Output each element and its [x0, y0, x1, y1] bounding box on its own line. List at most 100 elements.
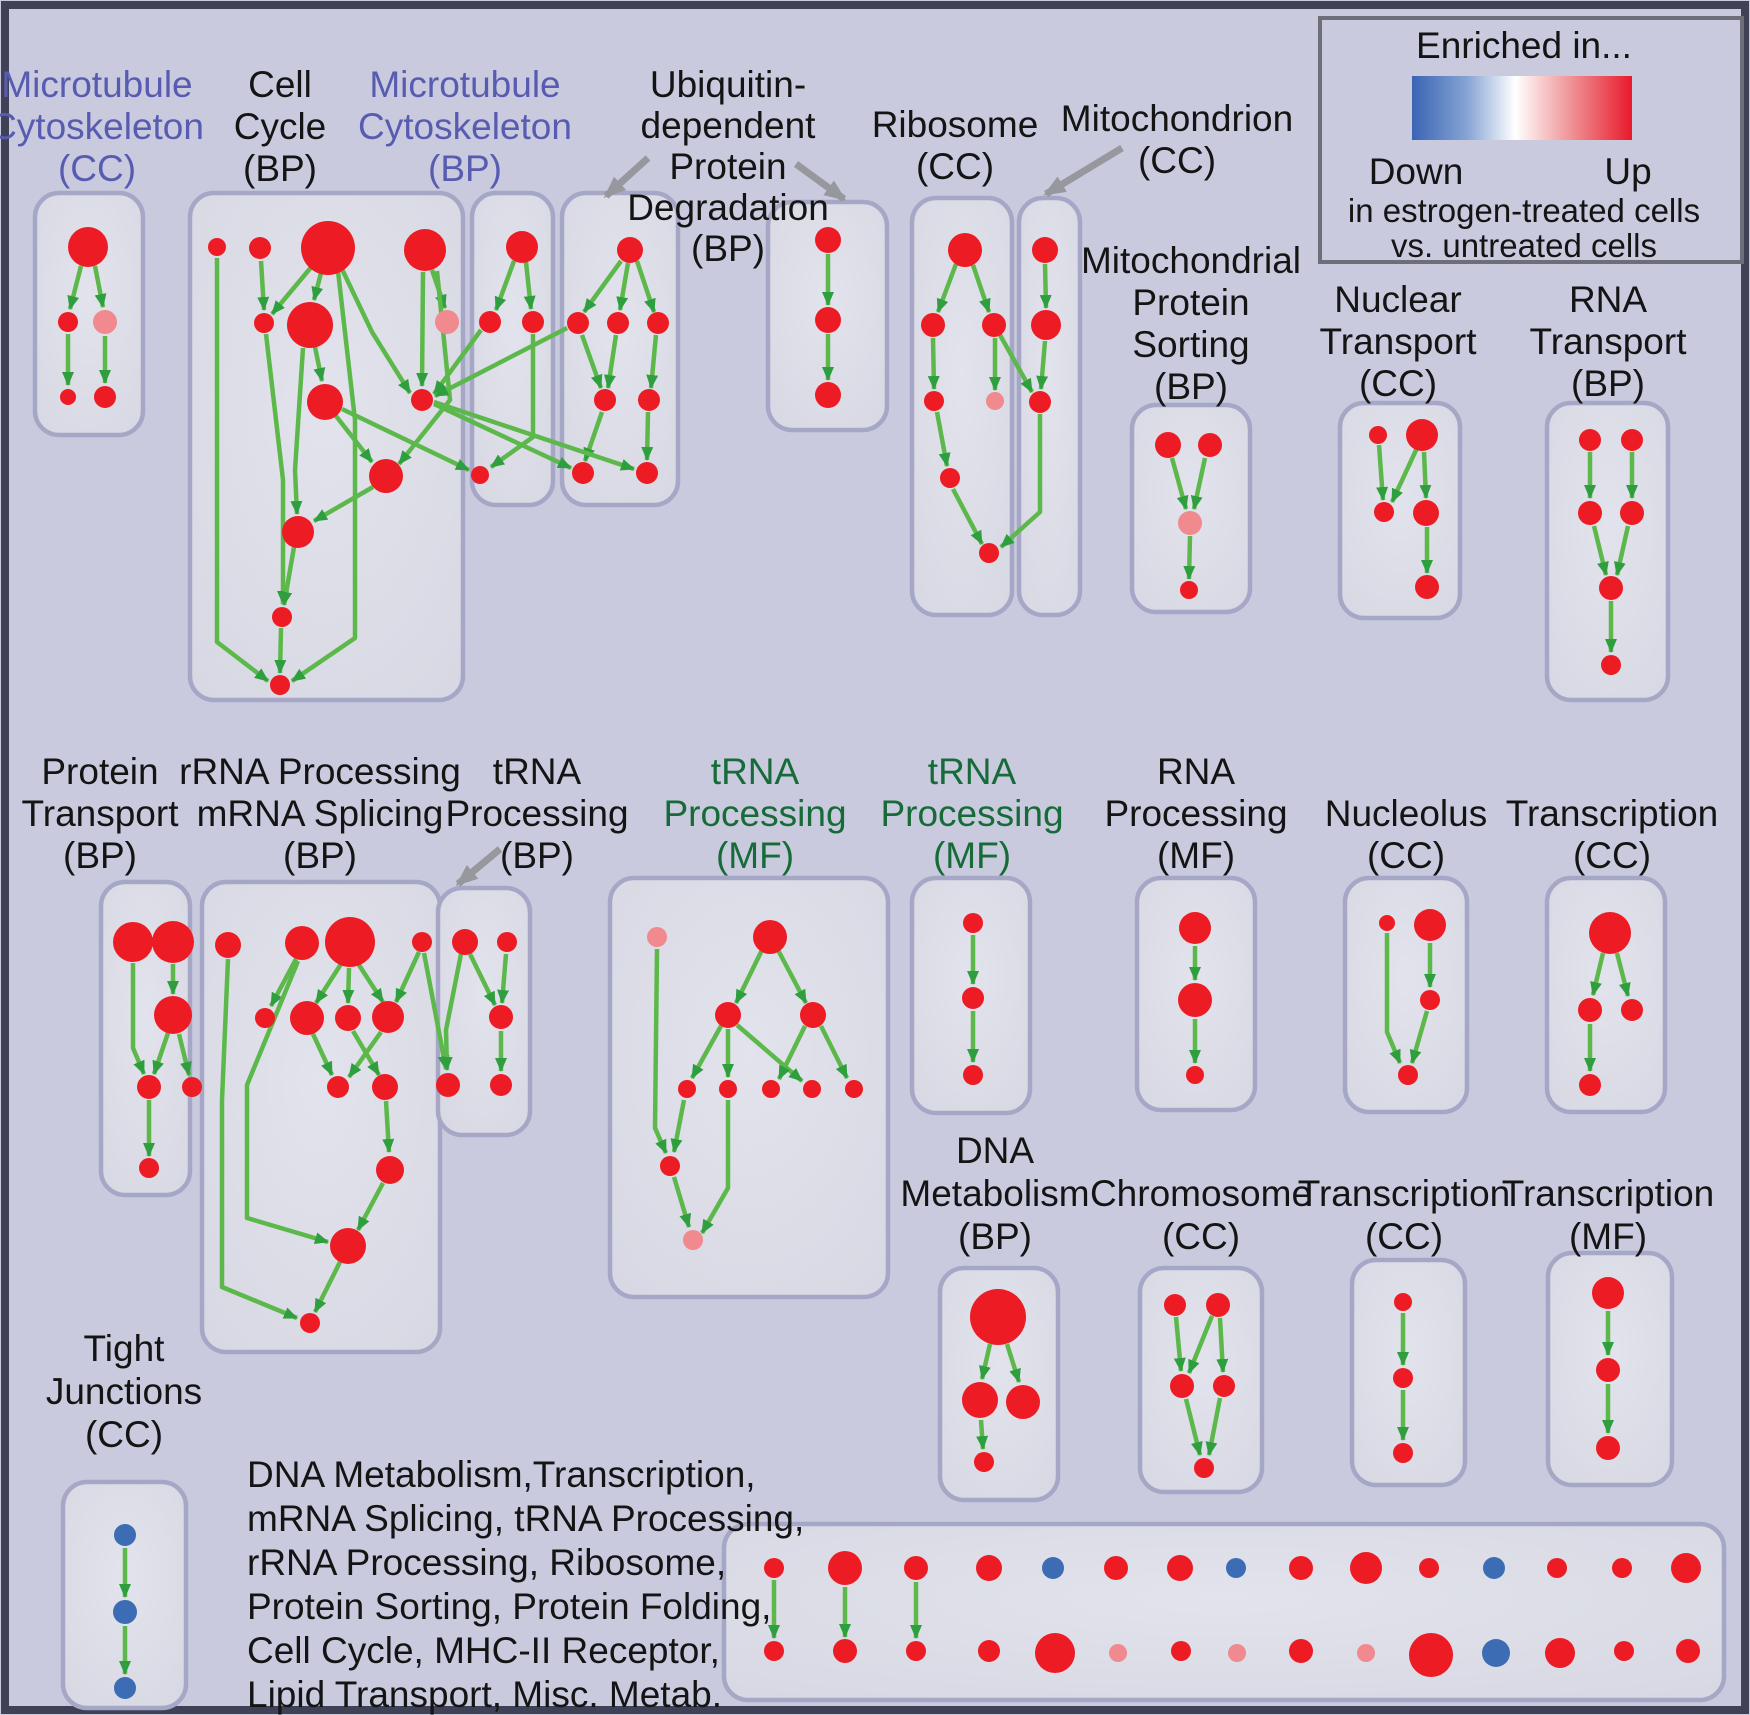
cluster-label-dna-metabolism-bp: DNA Metabolism (BP): [900, 1130, 1089, 1257]
go-term-node-red: [1596, 1436, 1620, 1460]
edge-arrow: [582, 259, 623, 314]
go-term-node-red: [282, 516, 314, 548]
go-term-node-red: [301, 221, 355, 275]
edge-arrow: [341, 406, 470, 473]
edge-arrow: [1173, 1316, 1186, 1372]
go-term-node-red: [1170, 1374, 1194, 1398]
edge-arrow: [776, 948, 808, 1005]
go-term-node-red: [307, 384, 343, 420]
edge-arrow: [733, 949, 765, 1004]
edge-arrow: [312, 485, 375, 523]
go-term-node-red: [1289, 1556, 1313, 1580]
edge-arrow: [776, 1025, 808, 1080]
cluster-label-rrna-processing-mrna-splicing-bp: rRNA Processing mRNA Splicing (BP): [179, 751, 461, 876]
go-term-node-red: [962, 987, 984, 1009]
go-term-node-red: [452, 929, 478, 955]
edge-arrow: [970, 264, 992, 313]
go-term-node-red: [272, 607, 292, 627]
legend-box: [1318, 16, 1744, 264]
cluster-label-line: (CC): [916, 146, 994, 187]
go-term-node-red: [660, 1156, 680, 1176]
go-term-node-red: [921, 313, 945, 337]
cluster-label-line: Transcription: [1298, 1173, 1510, 1214]
go-term-node-red: [1676, 1639, 1700, 1663]
go-term-node-red: [1186, 1066, 1204, 1084]
cluster-label-line: mRNA Splicing: [197, 793, 444, 834]
cluster-label-line: (BP): [243, 148, 317, 189]
go-term-node-red: [182, 1077, 202, 1097]
go-term-node-red: [828, 1551, 862, 1585]
go-term-node-red: [764, 1641, 784, 1661]
cluster-label-line: Protein: [669, 146, 786, 187]
go-term-node-red: [978, 1640, 1000, 1662]
go-term-node-red: [963, 1065, 983, 1085]
cluster-label-line: Mitochondrion: [1061, 98, 1293, 139]
edge-arrow: [493, 260, 517, 311]
go-term-node-red: [753, 920, 787, 954]
go-term-node-red: [255, 1008, 275, 1028]
edge-arrow: [690, 1024, 723, 1080]
edge-arrow: [1614, 952, 1631, 997]
cluster-label-line: Ubiquitin-: [650, 64, 806, 105]
cluster-label-rna-processing-mf: RNA Processing (MF): [1104, 751, 1287, 876]
edge-arrow: [1039, 263, 1052, 309]
edge-arrow: [1186, 1315, 1215, 1374]
go-term-node-red: [1029, 391, 1051, 413]
go-term-node-red: [215, 932, 241, 958]
go-term-node-red: [948, 233, 982, 267]
go-term-node-red: [372, 1074, 398, 1100]
edge-arrow: [432, 328, 483, 396]
go-term-node-red: [906, 1641, 926, 1661]
edge-arrow: [176, 1033, 192, 1076]
go-term-node-red: [1350, 1552, 1382, 1584]
cluster-label-line: (BP): [958, 1216, 1032, 1257]
cluster-box-chromosome: [1137, 1265, 1265, 1495]
cluster-label-line: Processing: [1104, 793, 1287, 834]
go-term-node-pink: [1178, 511, 1202, 535]
go-term-node-red: [979, 543, 999, 563]
cluster-label-line: Ribosome: [872, 104, 1039, 145]
go-term-node-red: [647, 312, 669, 334]
go-term-node-blue: [1042, 1557, 1064, 1579]
go-term-node-red: [506, 231, 538, 263]
cluster-label-line: (CC): [1138, 140, 1216, 181]
cluster-label-line: (CC): [85, 1414, 163, 1455]
legend-subtitle-line2: vs. untreated cells: [1391, 227, 1657, 264]
go-term-node-red: [594, 389, 616, 411]
go-term-node-red: [335, 1005, 361, 1031]
cluster-label-line: (MF): [716, 835, 794, 876]
go-term-node-red: [974, 1452, 994, 1472]
edge-arrow: [652, 948, 669, 1154]
go-term-node-red: [1031, 310, 1061, 340]
legend-subtitle-line1: in estrogen-treated cells: [1348, 192, 1700, 229]
cluster-label-line: dependent: [641, 105, 817, 146]
cluster-label-line: Tight: [84, 1328, 166, 1369]
edge-arrow: [269, 957, 298, 1008]
cluster-label-line: (CC): [1365, 1216, 1443, 1257]
go-term-node-red: [1414, 909, 1446, 941]
edge-arrow: [670, 1099, 687, 1153]
edge-arrow: [290, 347, 306, 515]
go-term-node-red: [1413, 500, 1439, 526]
legend-title: Enriched in...: [1416, 25, 1632, 66]
go-term-node-red: [1579, 1074, 1601, 1096]
go-term-node-blue: [1226, 1558, 1246, 1578]
go-term-node-red: [94, 386, 116, 408]
go-term-node-red: [970, 1289, 1026, 1345]
misc-terms-note-line: mRNA Splicing, tRNA Processing,: [247, 1498, 804, 1539]
edge-arrow: [999, 414, 1043, 549]
cluster-label-line: (CC): [1162, 1216, 1240, 1257]
edge-arrow: [1190, 457, 1208, 510]
go-term-node-pink: [93, 310, 117, 334]
edge-arrow: [416, 271, 429, 387]
label-pointer-arrow-icon: [455, 846, 503, 887]
edge-arrow: [67, 265, 84, 310]
cluster-label-line: (MF): [933, 835, 1011, 876]
label-pointer-arrow-icon: [603, 155, 651, 199]
cluster-label-chromosome-cc: Chromosome (CC): [1090, 1173, 1312, 1257]
cluster-label-line: (CC): [58, 148, 136, 189]
cluster-label-line: Protein: [41, 751, 158, 792]
cluster-label-nucleolus-cc: Nucleolus (CC): [1325, 793, 1487, 876]
go-term-node-red: [404, 229, 446, 271]
cluster-box-nuclear-transport: [1337, 400, 1463, 621]
